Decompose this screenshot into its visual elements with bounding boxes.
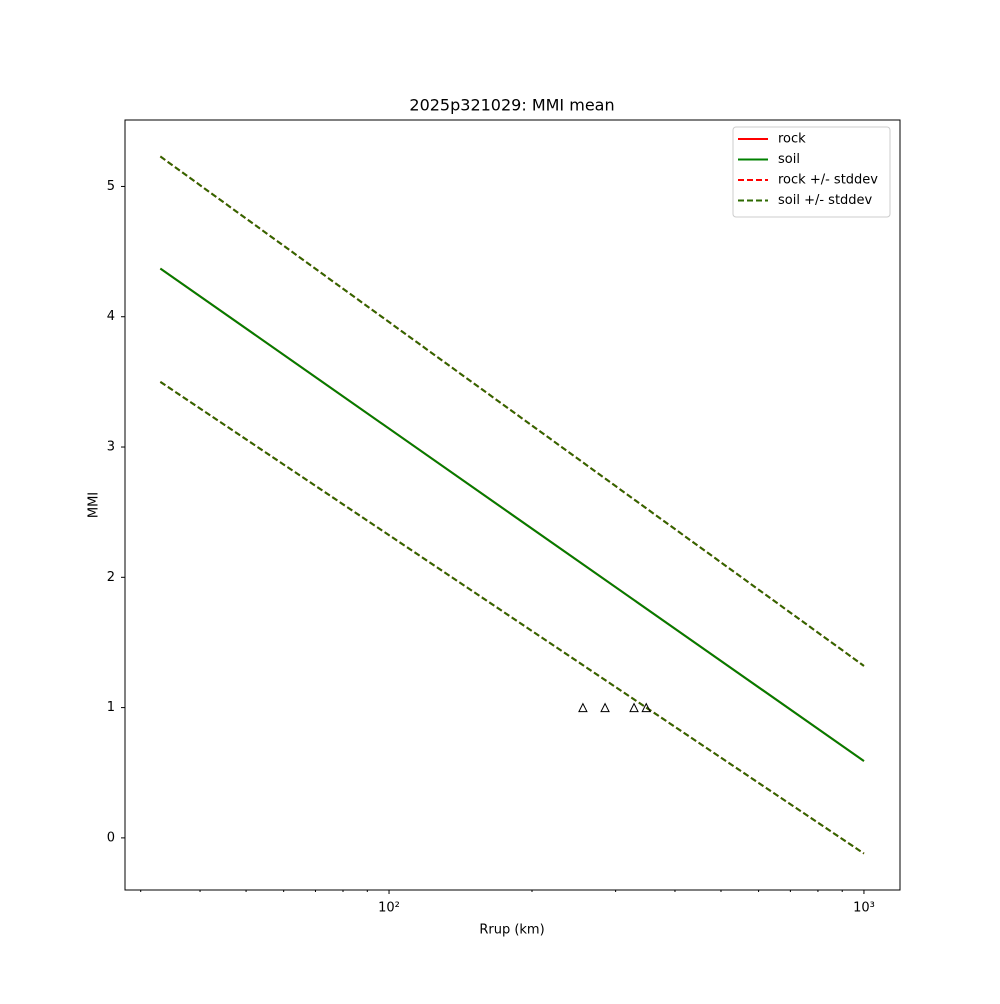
series-line-lower xyxy=(159,381,865,855)
y-tick-label: 4 xyxy=(107,309,115,324)
y-axis-label: MMI xyxy=(87,492,102,518)
series-line xyxy=(159,155,865,667)
plot-frame xyxy=(124,119,901,891)
legend-label: soil +/- stddev xyxy=(778,193,873,208)
x-tick-label: 10² xyxy=(378,901,400,916)
observation-marker xyxy=(641,702,652,713)
series-line xyxy=(159,267,865,762)
y-tick-label: 5 xyxy=(107,179,115,194)
legend-frame xyxy=(732,126,891,218)
observation-marker xyxy=(578,702,588,713)
x-axis-label: Rrup (km) xyxy=(479,923,544,938)
y-tick-label: 1 xyxy=(107,700,115,715)
y-tick-label: 3 xyxy=(107,440,115,455)
x-tick-label: 10³ xyxy=(853,901,875,916)
legend-label: rock +/- stddev xyxy=(778,173,878,188)
observation-marker xyxy=(600,702,610,713)
legend-label: soil xyxy=(778,152,800,167)
chart-title: 2025p321029: MMI mean xyxy=(409,96,614,115)
y-tick-label: 2 xyxy=(107,570,115,585)
y-tick-label: 0 xyxy=(107,830,115,845)
legend-label: rock xyxy=(778,132,806,147)
observation-marker xyxy=(629,702,639,713)
